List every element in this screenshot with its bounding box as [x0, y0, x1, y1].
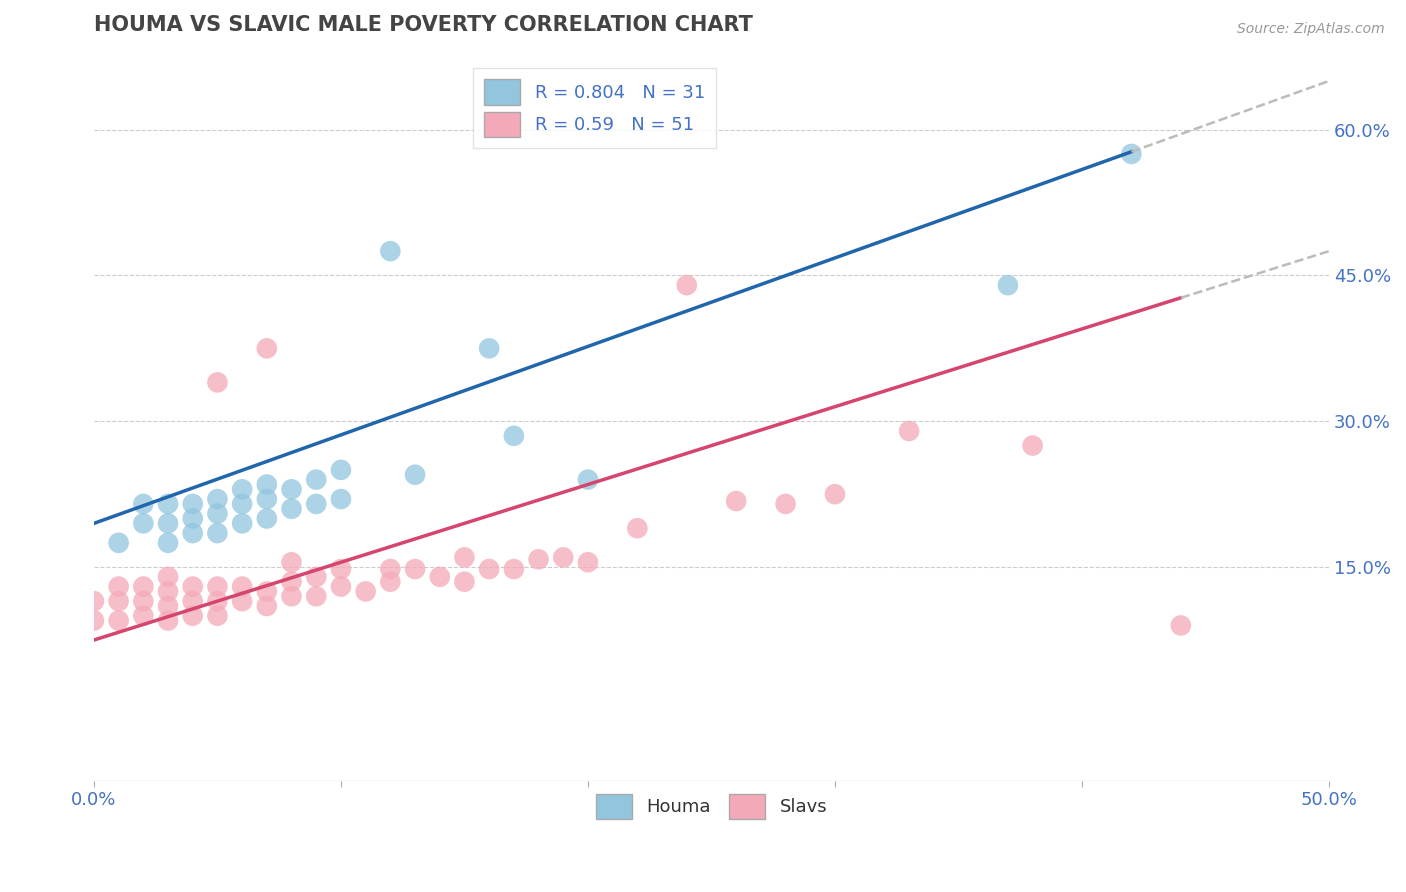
Point: [305, 570, 328, 584]
Point: [157, 516, 180, 531]
Point: [1121, 147, 1143, 161]
Point: [380, 562, 402, 576]
Point: [157, 614, 180, 628]
Point: [256, 477, 278, 491]
Point: [329, 463, 352, 477]
Point: [132, 497, 155, 511]
Point: [181, 580, 204, 594]
Point: [404, 562, 426, 576]
Point: [181, 594, 204, 608]
Point: [429, 570, 451, 584]
Point: [280, 483, 302, 497]
Point: [527, 552, 550, 566]
Point: [132, 580, 155, 594]
Point: [181, 608, 204, 623]
Point: [453, 574, 475, 589]
Point: [354, 584, 377, 599]
Point: [107, 594, 129, 608]
Point: [453, 550, 475, 565]
Point: [502, 562, 524, 576]
Point: [83, 614, 105, 628]
Point: [280, 574, 302, 589]
Point: [256, 599, 278, 613]
Point: [576, 473, 599, 487]
Point: [626, 521, 648, 535]
Point: [181, 526, 204, 541]
Point: [132, 608, 155, 623]
Point: [380, 574, 402, 589]
Point: [329, 580, 352, 594]
Legend: Houma, Slavs: Houma, Slavs: [589, 787, 834, 827]
Point: [207, 526, 229, 541]
Point: [157, 570, 180, 584]
Point: [207, 376, 229, 390]
Point: [256, 511, 278, 525]
Point: [231, 580, 253, 594]
Point: [898, 424, 921, 438]
Point: [329, 491, 352, 506]
Point: [404, 467, 426, 482]
Point: [305, 473, 328, 487]
Point: [231, 594, 253, 608]
Point: [725, 494, 748, 508]
Text: HOUMA VS SLAVIC MALE POVERTY CORRELATION CHART: HOUMA VS SLAVIC MALE POVERTY CORRELATION…: [94, 15, 752, 35]
Point: [997, 278, 1019, 293]
Point: [305, 497, 328, 511]
Point: [107, 614, 129, 628]
Point: [132, 516, 155, 531]
Point: [675, 278, 697, 293]
Point: [107, 536, 129, 550]
Point: [329, 562, 352, 576]
Point: [1021, 439, 1043, 453]
Point: [231, 483, 253, 497]
Point: [824, 487, 846, 501]
Point: [207, 608, 229, 623]
Point: [207, 580, 229, 594]
Point: [280, 501, 302, 516]
Point: [181, 497, 204, 511]
Point: [207, 507, 229, 521]
Point: [256, 342, 278, 356]
Point: [157, 536, 180, 550]
Point: [576, 555, 599, 569]
Point: [231, 497, 253, 511]
Point: [231, 516, 253, 531]
Point: [207, 491, 229, 506]
Point: [280, 555, 302, 569]
Text: Source: ZipAtlas.com: Source: ZipAtlas.com: [1237, 22, 1385, 37]
Point: [478, 562, 501, 576]
Point: [280, 589, 302, 603]
Point: [107, 580, 129, 594]
Point: [553, 550, 575, 565]
Point: [305, 589, 328, 603]
Point: [157, 599, 180, 613]
Point: [207, 594, 229, 608]
Point: [478, 342, 501, 356]
Point: [1170, 618, 1192, 632]
Point: [157, 584, 180, 599]
Point: [256, 584, 278, 599]
Point: [502, 429, 524, 443]
Point: [157, 497, 180, 511]
Point: [775, 497, 797, 511]
Point: [181, 511, 204, 525]
Point: [83, 594, 105, 608]
Point: [256, 491, 278, 506]
Point: [132, 594, 155, 608]
Point: [380, 244, 402, 259]
